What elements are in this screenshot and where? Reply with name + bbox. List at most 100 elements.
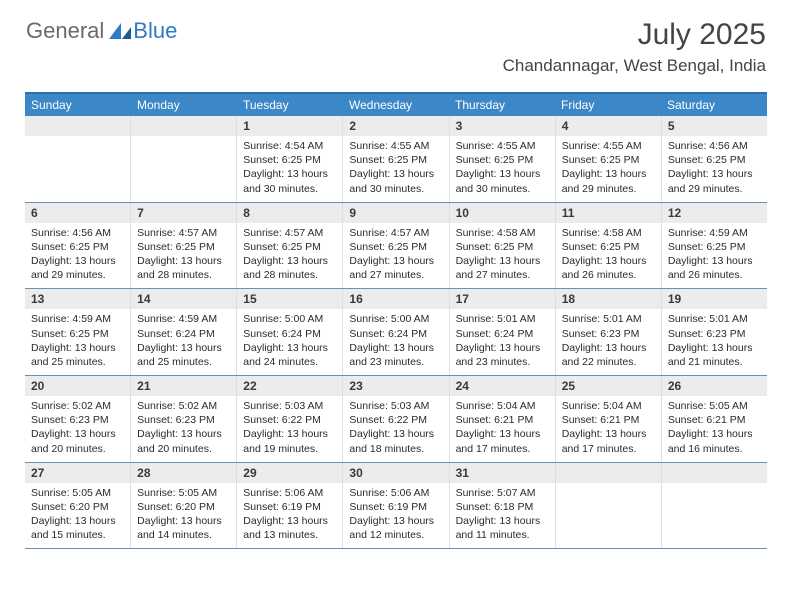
- calendar-day: 16Sunrise: 5:00 AMSunset: 6:24 PMDayligh…: [343, 289, 449, 375]
- calendar-day: 28Sunrise: 5:05 AMSunset: 6:20 PMDayligh…: [131, 463, 237, 549]
- day-number: 20: [25, 376, 130, 396]
- day-details: Sunrise: 5:04 AMSunset: 6:21 PMDaylight:…: [556, 396, 661, 462]
- day-number: 19: [662, 289, 767, 309]
- day-details: Sunrise: 4:55 AMSunset: 6:25 PMDaylight:…: [556, 136, 661, 202]
- calendar-day: [662, 463, 767, 549]
- day-number: 14: [131, 289, 236, 309]
- day-number: 9: [343, 203, 448, 223]
- day-details: Sunrise: 5:05 AMSunset: 6:21 PMDaylight:…: [662, 396, 767, 462]
- day-details: Sunrise: 5:02 AMSunset: 6:23 PMDaylight:…: [131, 396, 236, 462]
- calendar-day: 11Sunrise: 4:58 AMSunset: 6:25 PMDayligh…: [556, 203, 662, 289]
- day-details: Sunrise: 4:57 AMSunset: 6:25 PMDaylight:…: [131, 223, 236, 289]
- day-number: 17: [450, 289, 555, 309]
- day-details: Sunrise: 4:57 AMSunset: 6:25 PMDaylight:…: [343, 223, 448, 289]
- calendar-day: 30Sunrise: 5:06 AMSunset: 6:19 PMDayligh…: [343, 463, 449, 549]
- day-number: 8: [237, 203, 342, 223]
- day-details: Sunrise: 5:00 AMSunset: 6:24 PMDaylight:…: [343, 309, 448, 375]
- calendar-day: 15Sunrise: 5:00 AMSunset: 6:24 PMDayligh…: [237, 289, 343, 375]
- calendar-day: 7Sunrise: 4:57 AMSunset: 6:25 PMDaylight…: [131, 203, 237, 289]
- calendar-day: 12Sunrise: 4:59 AMSunset: 6:25 PMDayligh…: [662, 203, 767, 289]
- calendar-day: 21Sunrise: 5:02 AMSunset: 6:23 PMDayligh…: [131, 376, 237, 462]
- calendar-week: 6Sunrise: 4:56 AMSunset: 6:25 PMDaylight…: [25, 203, 767, 290]
- day-details: Sunrise: 4:59 AMSunset: 6:24 PMDaylight:…: [131, 309, 236, 375]
- day-details: Sunrise: 5:04 AMSunset: 6:21 PMDaylight:…: [450, 396, 555, 462]
- day-number: 10: [450, 203, 555, 223]
- day-details: Sunrise: 5:02 AMSunset: 6:23 PMDaylight:…: [25, 396, 130, 462]
- logo-text-blue: Blue: [133, 18, 177, 44]
- day-number: 27: [25, 463, 130, 483]
- day-number: 30: [343, 463, 448, 483]
- calendar-day: 6Sunrise: 4:56 AMSunset: 6:25 PMDaylight…: [25, 203, 131, 289]
- day-details: Sunrise: 4:56 AMSunset: 6:25 PMDaylight:…: [25, 223, 130, 289]
- day-number: 2: [343, 116, 448, 136]
- day-details: Sunrise: 5:01 AMSunset: 6:23 PMDaylight:…: [662, 309, 767, 375]
- day-number: [556, 463, 661, 483]
- day-number: 3: [450, 116, 555, 136]
- day-details: Sunrise: 5:06 AMSunset: 6:19 PMDaylight:…: [343, 483, 448, 549]
- calendar-day: 24Sunrise: 5:04 AMSunset: 6:21 PMDayligh…: [450, 376, 556, 462]
- weekday-header: Saturday: [661, 94, 767, 116]
- calendar-week: 1Sunrise: 4:54 AMSunset: 6:25 PMDaylight…: [25, 116, 767, 203]
- calendar-day: 5Sunrise: 4:56 AMSunset: 6:25 PMDaylight…: [662, 116, 767, 202]
- calendar-week: 27Sunrise: 5:05 AMSunset: 6:20 PMDayligh…: [25, 463, 767, 550]
- day-number: 7: [131, 203, 236, 223]
- weekday-header: Thursday: [449, 94, 555, 116]
- day-number: 23: [343, 376, 448, 396]
- day-number: 26: [662, 376, 767, 396]
- day-number: 6: [25, 203, 130, 223]
- day-details: Sunrise: 4:54 AMSunset: 6:25 PMDaylight:…: [237, 136, 342, 202]
- logo-text-general: General: [26, 18, 104, 44]
- calendar-day: 29Sunrise: 5:06 AMSunset: 6:19 PMDayligh…: [237, 463, 343, 549]
- day-number: 4: [556, 116, 661, 136]
- calendar-day: [556, 463, 662, 549]
- calendar-day: 1Sunrise: 4:54 AMSunset: 6:25 PMDaylight…: [237, 116, 343, 202]
- day-details: Sunrise: 5:01 AMSunset: 6:23 PMDaylight:…: [556, 309, 661, 375]
- logo-sail-icon: [109, 23, 131, 41]
- calendar-day: 3Sunrise: 4:55 AMSunset: 6:25 PMDaylight…: [450, 116, 556, 202]
- day-number: 31: [450, 463, 555, 483]
- calendar-day: 25Sunrise: 5:04 AMSunset: 6:21 PMDayligh…: [556, 376, 662, 462]
- day-number: 21: [131, 376, 236, 396]
- day-number: [662, 463, 767, 483]
- day-details: Sunrise: 5:06 AMSunset: 6:19 PMDaylight:…: [237, 483, 342, 549]
- day-details: Sunrise: 5:05 AMSunset: 6:20 PMDaylight:…: [25, 483, 130, 549]
- calendar-day: 31Sunrise: 5:07 AMSunset: 6:18 PMDayligh…: [450, 463, 556, 549]
- day-details: Sunrise: 5:07 AMSunset: 6:18 PMDaylight:…: [450, 483, 555, 549]
- day-details: Sunrise: 4:58 AMSunset: 6:25 PMDaylight:…: [556, 223, 661, 289]
- calendar-day: 8Sunrise: 4:57 AMSunset: 6:25 PMDaylight…: [237, 203, 343, 289]
- day-number: 11: [556, 203, 661, 223]
- calendar-day: [131, 116, 237, 202]
- day-number: 15: [237, 289, 342, 309]
- weekday-header: Sunday: [25, 94, 131, 116]
- day-number: [25, 116, 130, 136]
- day-number: 12: [662, 203, 767, 223]
- calendar-week: 13Sunrise: 4:59 AMSunset: 6:25 PMDayligh…: [25, 289, 767, 376]
- logo: General Blue: [26, 18, 177, 44]
- day-number: 18: [556, 289, 661, 309]
- calendar-day: 13Sunrise: 4:59 AMSunset: 6:25 PMDayligh…: [25, 289, 131, 375]
- day-details: Sunrise: 5:03 AMSunset: 6:22 PMDaylight:…: [237, 396, 342, 462]
- day-details: Sunrise: 4:55 AMSunset: 6:25 PMDaylight:…: [450, 136, 555, 202]
- day-details: Sunrise: 4:57 AMSunset: 6:25 PMDaylight:…: [237, 223, 342, 289]
- calendar-day: 19Sunrise: 5:01 AMSunset: 6:23 PMDayligh…: [662, 289, 767, 375]
- day-number: 13: [25, 289, 130, 309]
- calendar-day: 10Sunrise: 4:58 AMSunset: 6:25 PMDayligh…: [450, 203, 556, 289]
- calendar-day: 18Sunrise: 5:01 AMSunset: 6:23 PMDayligh…: [556, 289, 662, 375]
- calendar-day: 22Sunrise: 5:03 AMSunset: 6:22 PMDayligh…: [237, 376, 343, 462]
- calendar-day: [25, 116, 131, 202]
- calendar-day: 27Sunrise: 5:05 AMSunset: 6:20 PMDayligh…: [25, 463, 131, 549]
- day-number: 22: [237, 376, 342, 396]
- day-details: Sunrise: 5:00 AMSunset: 6:24 PMDaylight:…: [237, 309, 342, 375]
- day-details: Sunrise: 4:58 AMSunset: 6:25 PMDaylight:…: [450, 223, 555, 289]
- month-title: July 2025: [503, 18, 766, 52]
- calendar: Sunday Monday Tuesday Wednesday Thursday…: [25, 92, 767, 549]
- calendar-week: 20Sunrise: 5:02 AMSunset: 6:23 PMDayligh…: [25, 376, 767, 463]
- day-details: Sunrise: 4:59 AMSunset: 6:25 PMDaylight:…: [662, 223, 767, 289]
- weekday-header: Tuesday: [237, 94, 343, 116]
- calendar-day: 20Sunrise: 5:02 AMSunset: 6:23 PMDayligh…: [25, 376, 131, 462]
- calendar-day: 26Sunrise: 5:05 AMSunset: 6:21 PMDayligh…: [662, 376, 767, 462]
- calendar-day: 4Sunrise: 4:55 AMSunset: 6:25 PMDaylight…: [556, 116, 662, 202]
- day-number: 24: [450, 376, 555, 396]
- title-block: July 2025 Chandannagar, West Bengal, Ind…: [503, 18, 766, 76]
- day-number: 29: [237, 463, 342, 483]
